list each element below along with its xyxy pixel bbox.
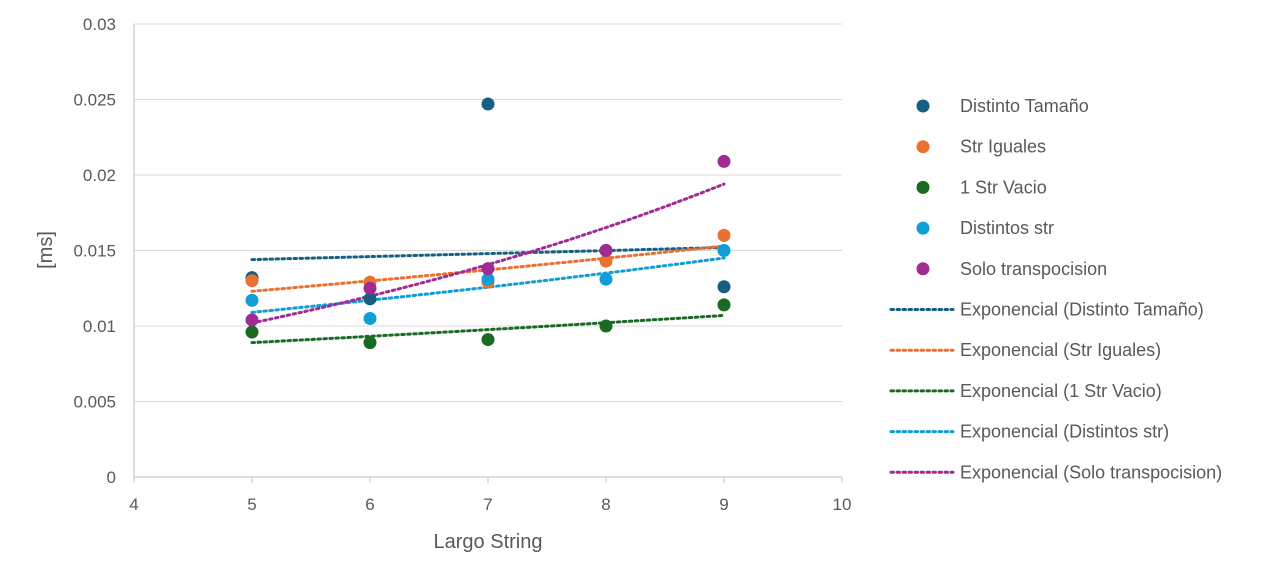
- axes: [133, 24, 843, 483]
- point-series-3: [599, 272, 613, 286]
- trendline-2: [250, 313, 726, 345]
- point-series-0: [717, 280, 731, 294]
- x-tick-label: 8: [601, 495, 610, 514]
- point-series-3: [717, 244, 731, 257]
- trendline-0: [250, 246, 726, 262]
- x-axis-title: Largo String: [434, 531, 543, 553]
- x-tick-label: 10: [833, 495, 852, 514]
- point-series-1: [599, 254, 613, 268]
- point-series-4: [245, 313, 259, 327]
- x-tick-label: 4: [129, 495, 138, 514]
- point-series-1: [717, 228, 731, 242]
- point-series-2: [363, 336, 377, 350]
- y-tick-label: 0.03: [83, 15, 116, 34]
- gridlines: [134, 23, 842, 478]
- legend-marker: [916, 140, 930, 154]
- y-tick-label: 0: [107, 468, 116, 487]
- y-tick-label: 0.01: [83, 317, 116, 336]
- legend-marker: [916, 221, 930, 235]
- tick-labels: 0 0.005 0.01 0.015 0.02 0.025 0.03 4 5 6 7 8 9 10: [73, 15, 851, 514]
- legend-marker: [916, 262, 930, 276]
- point-series-2: [599, 319, 613, 333]
- legend-marker: [916, 99, 930, 113]
- data-points: [245, 97, 731, 350]
- legend-label: Exponencial (Str Iguales): [960, 340, 1161, 360]
- y-tick-label: 0.005: [73, 393, 116, 412]
- y-tick-label: 0.025: [73, 91, 116, 110]
- point-series-2: [481, 333, 495, 347]
- x-tick-label: 6: [365, 495, 374, 514]
- legend-marker: [916, 180, 930, 194]
- legend-label: Exponencial (Distintos str): [960, 422, 1169, 442]
- point-series-3: [363, 311, 377, 325]
- point-series-4: [717, 154, 731, 168]
- point-series-2: [245, 325, 259, 339]
- y-tick-label: 0.015: [73, 242, 116, 261]
- legend-label: Solo transpocision: [960, 259, 1107, 279]
- legend-label: Distinto Tamaño: [960, 96, 1089, 116]
- point-series-0: [481, 97, 495, 111]
- y-axis-title: [ms]: [35, 231, 57, 269]
- point-series-3: [481, 272, 495, 286]
- point-series-2: [717, 298, 731, 312]
- legend-label: 1 Str Vacio: [960, 177, 1047, 197]
- x-tick-label: 9: [719, 495, 728, 514]
- point-series-0: [363, 292, 377, 306]
- point-series-4: [363, 281, 377, 295]
- y-tick-label: 0.02: [83, 166, 116, 185]
- point-series-1: [245, 274, 259, 288]
- point-series-3: [245, 293, 259, 307]
- legend: Distinto Tamaño Str Iguales 1 Str Vacio Dis…: [889, 96, 1222, 482]
- legend-label: Str Iguales: [960, 137, 1046, 157]
- legend-label: Exponencial (Distinto Tamaño): [960, 300, 1204, 320]
- x-tick-label: 5: [247, 495, 256, 514]
- point-series-4: [599, 244, 613, 257]
- legend-label: Exponencial (Solo transpocision): [960, 462, 1222, 482]
- legend-label: Distintos str: [960, 218, 1054, 238]
- legend-label: Exponencial (1 Str Vacio): [960, 381, 1162, 401]
- point-series-4: [481, 262, 495, 276]
- x-tick-label: 7: [483, 495, 492, 514]
